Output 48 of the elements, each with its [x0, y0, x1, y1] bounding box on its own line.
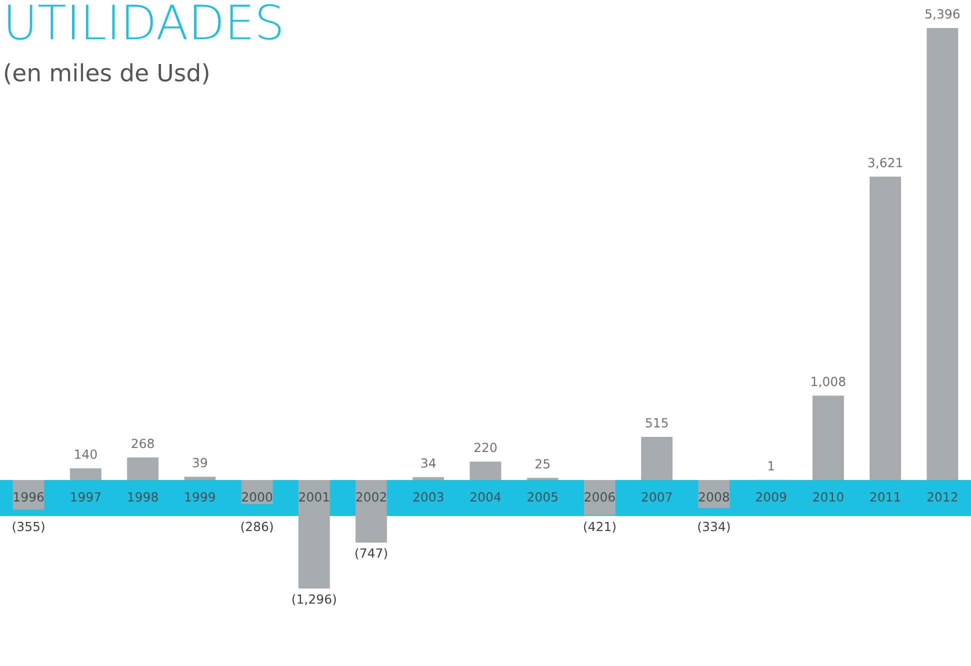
bar: [356, 480, 387, 543]
x-tick-label: 2008: [698, 492, 730, 502]
bar: [641, 436, 673, 480]
bar: [470, 462, 502, 480]
x-tick-label: 1996: [14, 492, 44, 502]
data-label: 5,396: [926, 9, 960, 20]
x-tick-label: 2001: [299, 492, 329, 502]
data-label: 39: [192, 458, 207, 468]
bar: [412, 477, 444, 480]
x-tick-label: 2005: [528, 492, 558, 502]
bar: [584, 480, 616, 516]
x-tick-label: 2002: [356, 492, 386, 502]
chart-title: UTILIDADES: [8, 4, 281, 40]
x-tick-label: 2009: [756, 492, 786, 502]
data-label: (747): [356, 548, 387, 560]
bar: [127, 458, 158, 480]
data-label: 25: [536, 459, 550, 469]
bar: [812, 396, 844, 480]
data-label: 515: [646, 418, 668, 428]
x-tick-label: 1999: [185, 492, 215, 502]
data-label: (421): [584, 522, 616, 533]
x-tick-label: 2004: [470, 492, 501, 502]
data-label: (1,296): [292, 594, 336, 606]
text: (en miles de Usd): [4, 63, 208, 84]
x-tick-label: 2000: [242, 492, 272, 502]
bar: [70, 468, 102, 480]
x-tick-label: 2006: [584, 492, 615, 502]
data-label: (334): [698, 522, 730, 533]
data-label: 220: [474, 442, 497, 452]
data-label: 1: [768, 461, 774, 470]
data-label: (286): [241, 522, 273, 533]
x-tick-label: 2011: [870, 492, 900, 502]
x-tick-label: 2010: [813, 492, 844, 502]
data-label: 34: [421, 458, 436, 468]
data-label: 268: [132, 438, 154, 448]
bar: [298, 480, 330, 589]
bar: [870, 176, 902, 480]
x-tick-label: 1998: [128, 492, 158, 502]
x-tick-label: 2012: [927, 492, 958, 502]
data-label: (355): [12, 522, 44, 533]
x-tick-label: 1997: [71, 492, 101, 502]
x-tick-label: 2003: [413, 492, 444, 502]
data-label: 140: [75, 449, 97, 459]
bar: [184, 476, 216, 480]
data-label: 1,008: [812, 376, 846, 388]
data-label: 3,621: [868, 158, 902, 169]
x-tick-label: 2007: [642, 492, 672, 502]
bar: [926, 28, 958, 480]
